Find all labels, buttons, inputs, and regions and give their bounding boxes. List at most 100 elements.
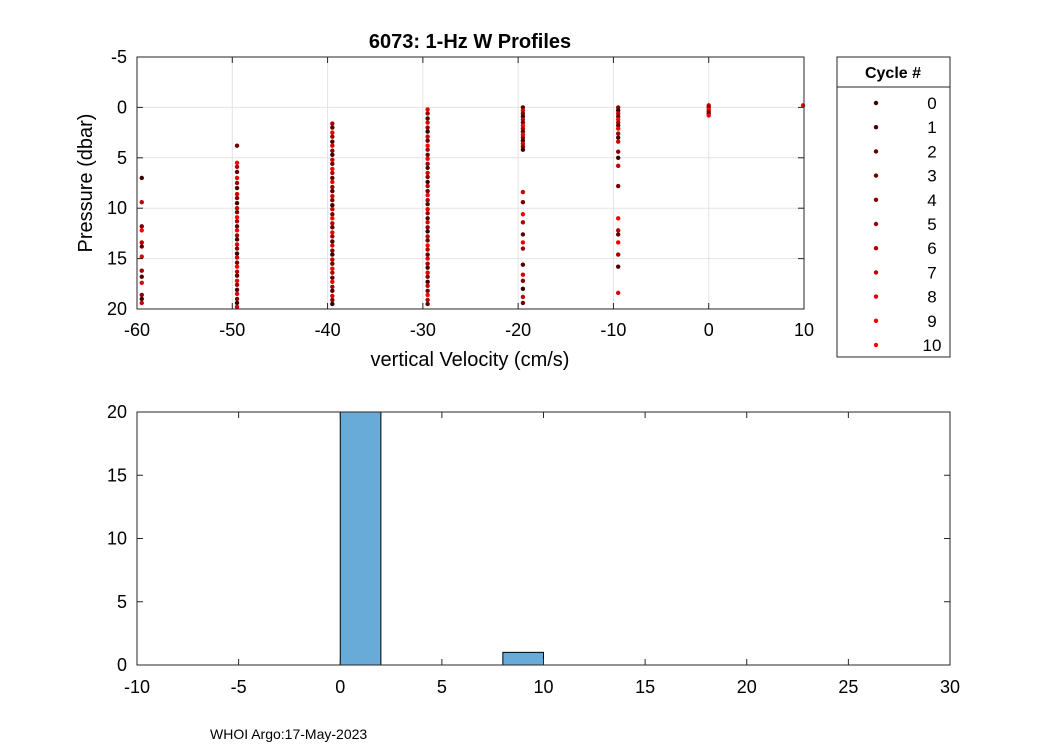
scatter-point bbox=[615, 135, 621, 140]
scatter-point bbox=[425, 243, 430, 248]
scatter-point bbox=[615, 123, 621, 128]
scatter-point bbox=[520, 129, 526, 134]
y-tick-label: 20 bbox=[107, 299, 127, 319]
y-tick-label: 10 bbox=[107, 198, 127, 218]
scatter-point bbox=[330, 125, 335, 130]
legend: Cycle # 0 1 2 3 4 5 6 7 8 9 10 bbox=[836, 56, 951, 358]
scatter-point bbox=[234, 300, 240, 306]
scatter-point bbox=[425, 261, 430, 266]
scatter-point bbox=[425, 147, 430, 152]
scatter-point bbox=[330, 301, 335, 307]
scatter-point bbox=[425, 301, 430, 307]
scatter-point bbox=[520, 114, 526, 119]
scatter-point bbox=[330, 175, 335, 181]
scatter-point bbox=[425, 165, 430, 171]
footer-stamp: WHOI Argo:17-May-2023 bbox=[210, 726, 368, 742]
scatter-point bbox=[139, 199, 144, 205]
scatter-point bbox=[234, 255, 240, 260]
scatter-point bbox=[330, 221, 335, 226]
scatter-point bbox=[139, 244, 144, 249]
scatter-point bbox=[234, 206, 240, 211]
x-tick-label: -30 bbox=[410, 320, 436, 340]
scatter-point bbox=[234, 233, 240, 238]
scatter-point bbox=[425, 247, 430, 252]
x-tick-label: -50 bbox=[219, 320, 245, 340]
scatter-point bbox=[520, 262, 526, 267]
legend-marker bbox=[873, 342, 879, 348]
scatter-point bbox=[425, 138, 430, 143]
scatter-point bbox=[139, 224, 144, 229]
scatter-point bbox=[520, 126, 526, 131]
scatter-point bbox=[139, 300, 144, 306]
scatter-point bbox=[425, 270, 430, 275]
legend-marker bbox=[873, 173, 879, 178]
scatter-point bbox=[330, 184, 335, 190]
scatter-point bbox=[615, 216, 621, 221]
scatter-point bbox=[425, 134, 430, 139]
x-tick-label: 30 bbox=[940, 677, 960, 697]
scatter-point bbox=[520, 272, 526, 277]
scatter-point bbox=[615, 117, 621, 122]
scatter-point bbox=[330, 193, 335, 199]
scatter-point bbox=[615, 183, 621, 189]
scatter-point bbox=[425, 174, 430, 180]
scatter-point bbox=[520, 105, 526, 110]
scatter-point bbox=[234, 228, 240, 233]
x-tick-label: -60 bbox=[124, 320, 150, 340]
y-tick-label: 10 bbox=[107, 529, 127, 549]
scatter-point bbox=[425, 220, 430, 225]
scatter-point bbox=[425, 279, 430, 284]
scatter-point bbox=[330, 143, 335, 148]
histogram-plot-area bbox=[137, 412, 950, 665]
scatter-point bbox=[615, 131, 621, 136]
x-tick-label: -5 bbox=[231, 677, 247, 697]
scatter-points bbox=[139, 103, 806, 310]
scatter-point bbox=[234, 175, 240, 181]
scatter-point bbox=[330, 166, 335, 172]
scatter-point bbox=[234, 278, 240, 283]
scatter-axes-box bbox=[136, 56, 805, 310]
scatter-point bbox=[139, 280, 144, 285]
scatter-point bbox=[234, 287, 240, 293]
histogram-ticks: -10 -5 0 5 10 15 20 25 30 0 5 10 15 20 bbox=[107, 402, 960, 697]
legend-marker bbox=[873, 197, 879, 202]
scatter-point bbox=[234, 180, 240, 186]
scatter-point bbox=[139, 228, 144, 233]
scatter-point bbox=[520, 286, 526, 292]
scatter-point bbox=[234, 191, 240, 197]
chart-title: 6073: 1-Hz W Profiles bbox=[369, 31, 571, 53]
legend-marker bbox=[873, 318, 879, 323]
scatter-point bbox=[425, 288, 430, 294]
scatter-point bbox=[330, 297, 335, 303]
x-tick-label: -20 bbox=[505, 320, 531, 340]
scatter-point bbox=[234, 237, 240, 242]
scatter-point bbox=[520, 138, 526, 143]
scatter-point bbox=[425, 125, 430, 130]
scatter-point bbox=[520, 220, 526, 225]
x-axis-label: vertical Velocity (cm/s) bbox=[371, 349, 570, 371]
y-tick-label: 0 bbox=[117, 97, 127, 117]
scatter-point bbox=[425, 238, 430, 243]
scatter-point bbox=[425, 229, 430, 234]
scatter-point bbox=[139, 274, 144, 279]
x-tick-label: 10 bbox=[794, 320, 814, 340]
scatter-point bbox=[234, 224, 240, 229]
x-tick-label: -10 bbox=[124, 677, 150, 697]
scatter-point bbox=[425, 107, 430, 112]
scatter-point bbox=[615, 155, 621, 160]
scatter-point bbox=[520, 212, 526, 217]
scatter-point bbox=[139, 175, 144, 181]
scatter-point bbox=[425, 161, 430, 167]
y-tick-label: -5 bbox=[111, 47, 127, 67]
y-tick-label: 15 bbox=[107, 465, 127, 485]
scatter-point bbox=[234, 210, 240, 215]
scatter-point bbox=[234, 215, 240, 220]
scatter-point bbox=[234, 260, 240, 265]
scatter-point bbox=[330, 130, 335, 135]
scatter-point bbox=[330, 197, 335, 203]
scatter-point bbox=[520, 120, 526, 125]
scatter-point bbox=[139, 240, 144, 245]
scatter-point bbox=[615, 120, 621, 125]
scatter-point bbox=[234, 264, 240, 269]
scatter-point bbox=[615, 126, 621, 131]
